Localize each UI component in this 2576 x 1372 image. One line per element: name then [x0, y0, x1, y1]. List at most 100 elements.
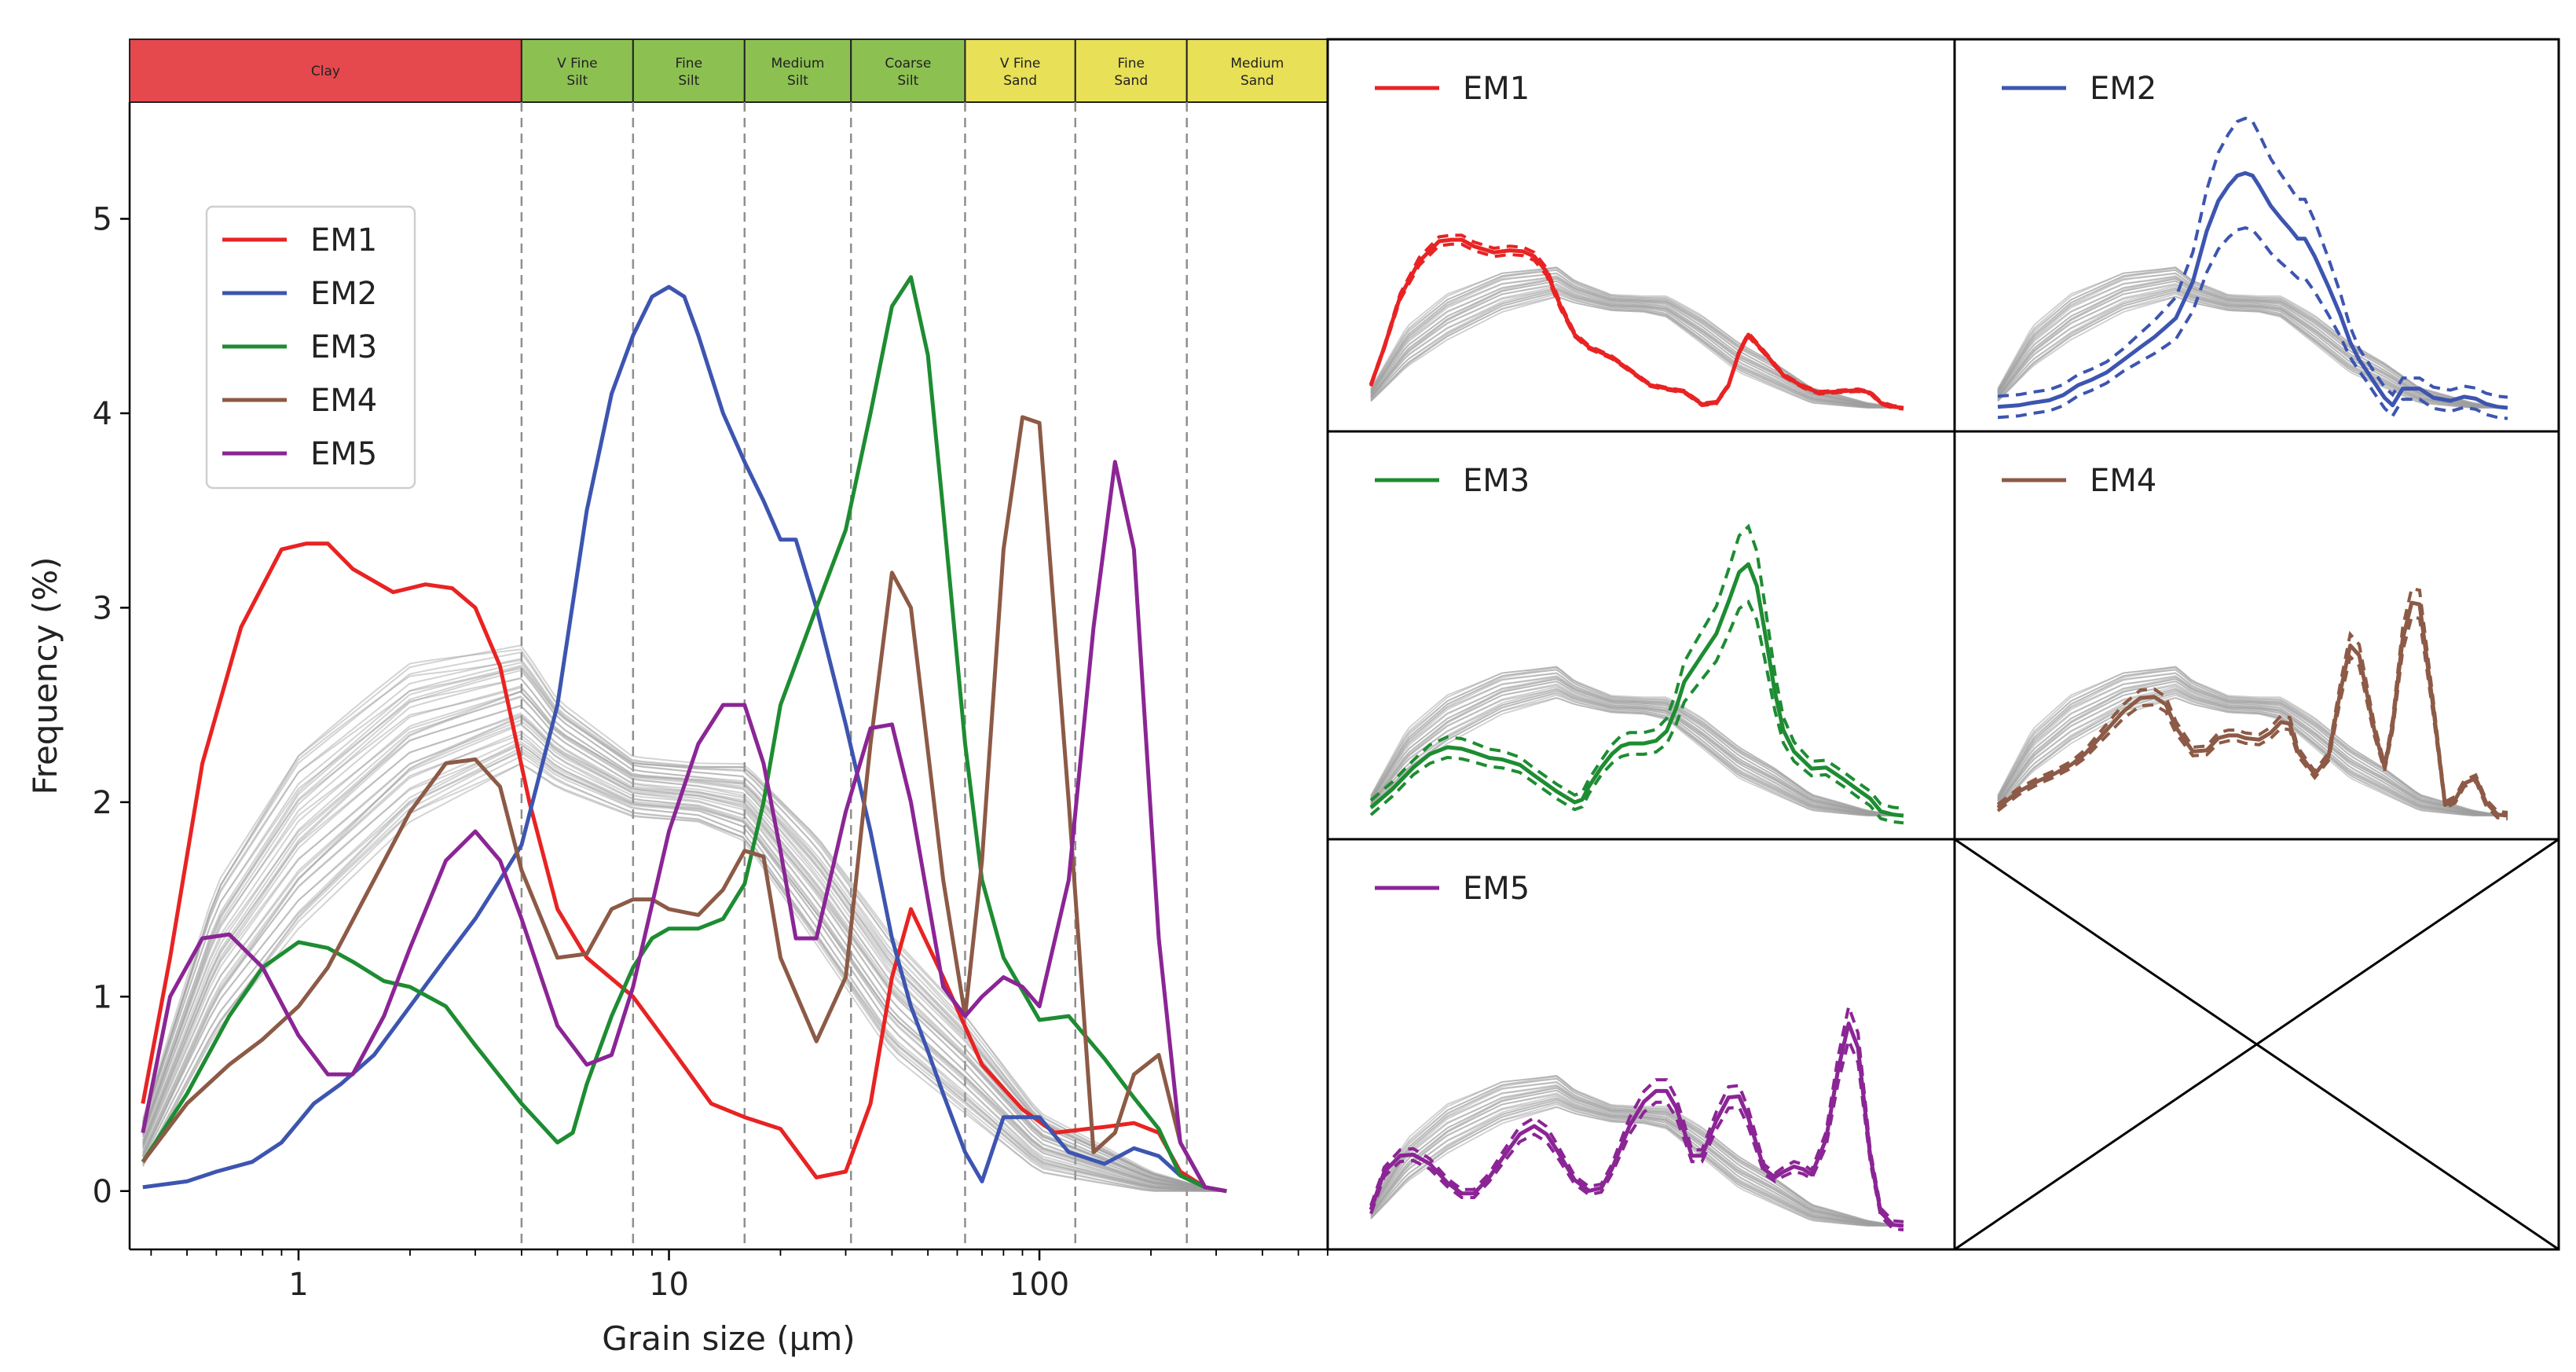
- panel-em1: EM1: [1326, 38, 1956, 433]
- grain-class-bar: Clay V FineSiltFineSiltMediumSiltCoarseSi…: [129, 39, 1328, 103]
- upper-band-line: [1997, 116, 2508, 399]
- grain-class-v-fine-sand: [964, 39, 1076, 103]
- panel-legend-label: EM5: [1463, 871, 1530, 907]
- grain-class-label: Sand: [1240, 73, 1274, 89]
- sample-curve: [141, 755, 1227, 1192]
- y-tick-label: 1: [93, 979, 112, 1015]
- y-tick-label: 5: [93, 201, 112, 237]
- panel-legend-label: EM1: [1463, 71, 1530, 107]
- x-tick-label: 1: [288, 1267, 308, 1303]
- lower-band-line: [1997, 226, 2508, 420]
- grain-class-label: Sand: [1003, 73, 1037, 89]
- grain-class-label: Clay: [311, 64, 340, 79]
- upper-band-line: [1369, 523, 1904, 810]
- endmember-line: [1369, 237, 1904, 410]
- sample-curve: [141, 762, 1227, 1192]
- sample-curve: [1997, 266, 2508, 409]
- panel-em2: EM2: [1953, 38, 2560, 433]
- sample-curve: [141, 743, 1227, 1192]
- legend-label-em1: EM1: [310, 222, 377, 259]
- sample-curve: [141, 715, 1227, 1192]
- panel-em5: EM5: [1326, 838, 1956, 1251]
- sample-curve: [141, 733, 1227, 1192]
- sample-curve: [1370, 266, 1904, 409]
- endmember-panels: EM1 EM2 EM3 EM4 EM5: [1326, 38, 2560, 1251]
- upper-band-line: [1369, 1000, 1904, 1223]
- endmember-line: [1369, 1022, 1904, 1228]
- grain-class-label: Coarse: [885, 56, 931, 72]
- sample-curve: [141, 747, 1227, 1192]
- legend-label-em2: EM2: [310, 276, 377, 312]
- grain-class-label: Medium: [771, 56, 825, 72]
- y-tick-label: 3: [93, 590, 112, 626]
- y-tick-label: 0: [93, 1174, 112, 1210]
- sample-curve: [1997, 666, 2508, 816]
- sample-curve: [141, 696, 1227, 1192]
- panel-em3: EM3: [1326, 430, 1956, 841]
- panel-em4: EM4: [1953, 430, 2560, 841]
- sample-curve: [141, 704, 1227, 1192]
- sample-curve: [141, 644, 1227, 1192]
- panel-legend-label: EM3: [1463, 463, 1530, 499]
- grain-class-medium-silt: [743, 39, 852, 103]
- series-line-em2: [142, 284, 1227, 1194]
- sample-curve: [141, 724, 1227, 1192]
- grain-class-label: Silt: [787, 73, 808, 89]
- grain-class-label: V Fine: [1000, 56, 1041, 72]
- x-tick-label: 100: [1010, 1267, 1069, 1303]
- sample-curve: [1370, 1074, 1904, 1227]
- x-axis-label: Grain size (µm): [602, 1319, 855, 1358]
- panel-background-curves: [1997, 266, 2508, 409]
- sample-curve: [141, 716, 1227, 1192]
- grain-class-label: Fine: [1117, 56, 1145, 72]
- sample-curve: [141, 690, 1227, 1192]
- legend-label-em4: EM4: [310, 383, 377, 419]
- sample-curve: [141, 658, 1227, 1192]
- grain-class-fine-sand: [1074, 39, 1188, 103]
- sample-curve: [141, 751, 1227, 1192]
- panel-background-curves: [1997, 666, 2508, 816]
- endmember-line: [1997, 171, 2508, 410]
- y-axis-label: Frequency (%): [26, 556, 64, 794]
- panel-legend-label: EM2: [2090, 71, 2156, 107]
- sample-curve: [141, 705, 1227, 1192]
- series-line-em4: [141, 415, 1227, 1194]
- empty-panel-cross: [1954, 838, 2560, 1251]
- panel-background-curves: [1370, 666, 1904, 816]
- sample-curve: [141, 712, 1227, 1192]
- lower-band-line: [1369, 1035, 1904, 1232]
- grain-class-label: Silt: [897, 73, 918, 89]
- endmember-line: [1369, 562, 1904, 818]
- y-tick-label: 2: [93, 785, 112, 821]
- sample-curve: [141, 743, 1227, 1192]
- sample-curve: [141, 722, 1227, 1192]
- endmember-line: [1996, 600, 2508, 818]
- sample-curve: [141, 719, 1227, 1192]
- panel-legend-label: EM4: [2090, 463, 2156, 499]
- legend: EM1 EM2 EM3 EM4 EM5: [205, 205, 416, 490]
- x-tick-label: 10: [649, 1267, 689, 1303]
- sample-curve: [141, 737, 1227, 1192]
- sample-curve: [141, 691, 1227, 1192]
- series-line-em3: [141, 275, 1227, 1194]
- main-chart-panel: Clay V FineSiltFineSiltMediumSiltCoarseSi…: [26, 39, 1328, 1358]
- sample-curve: [141, 740, 1227, 1192]
- sample-curve: [141, 695, 1227, 1192]
- grain-class-coarse-silt: [850, 39, 966, 103]
- grain-class-label: V Fine: [557, 56, 598, 72]
- sample-curve: [141, 648, 1227, 1192]
- grain-class-medium-sand: [1185, 39, 1328, 103]
- series-line-em1: [141, 541, 1227, 1194]
- panel-frame: [1953, 838, 2560, 1251]
- grain-class-label: Silt: [566, 73, 588, 89]
- grain-class-label: Medium: [1230, 56, 1284, 72]
- sample-curve: [141, 651, 1227, 1192]
- legend-label-em3: EM3: [310, 329, 377, 365]
- sample-curve: [141, 659, 1227, 1192]
- legend-label-em5: EM5: [310, 436, 377, 472]
- sample-curve: [141, 750, 1227, 1192]
- panel-placeholder: [1953, 838, 2560, 1251]
- grain-class-label: Sand: [1114, 73, 1148, 89]
- grain-class-label: Fine: [676, 56, 703, 72]
- sample-curve: [1370, 666, 1904, 816]
